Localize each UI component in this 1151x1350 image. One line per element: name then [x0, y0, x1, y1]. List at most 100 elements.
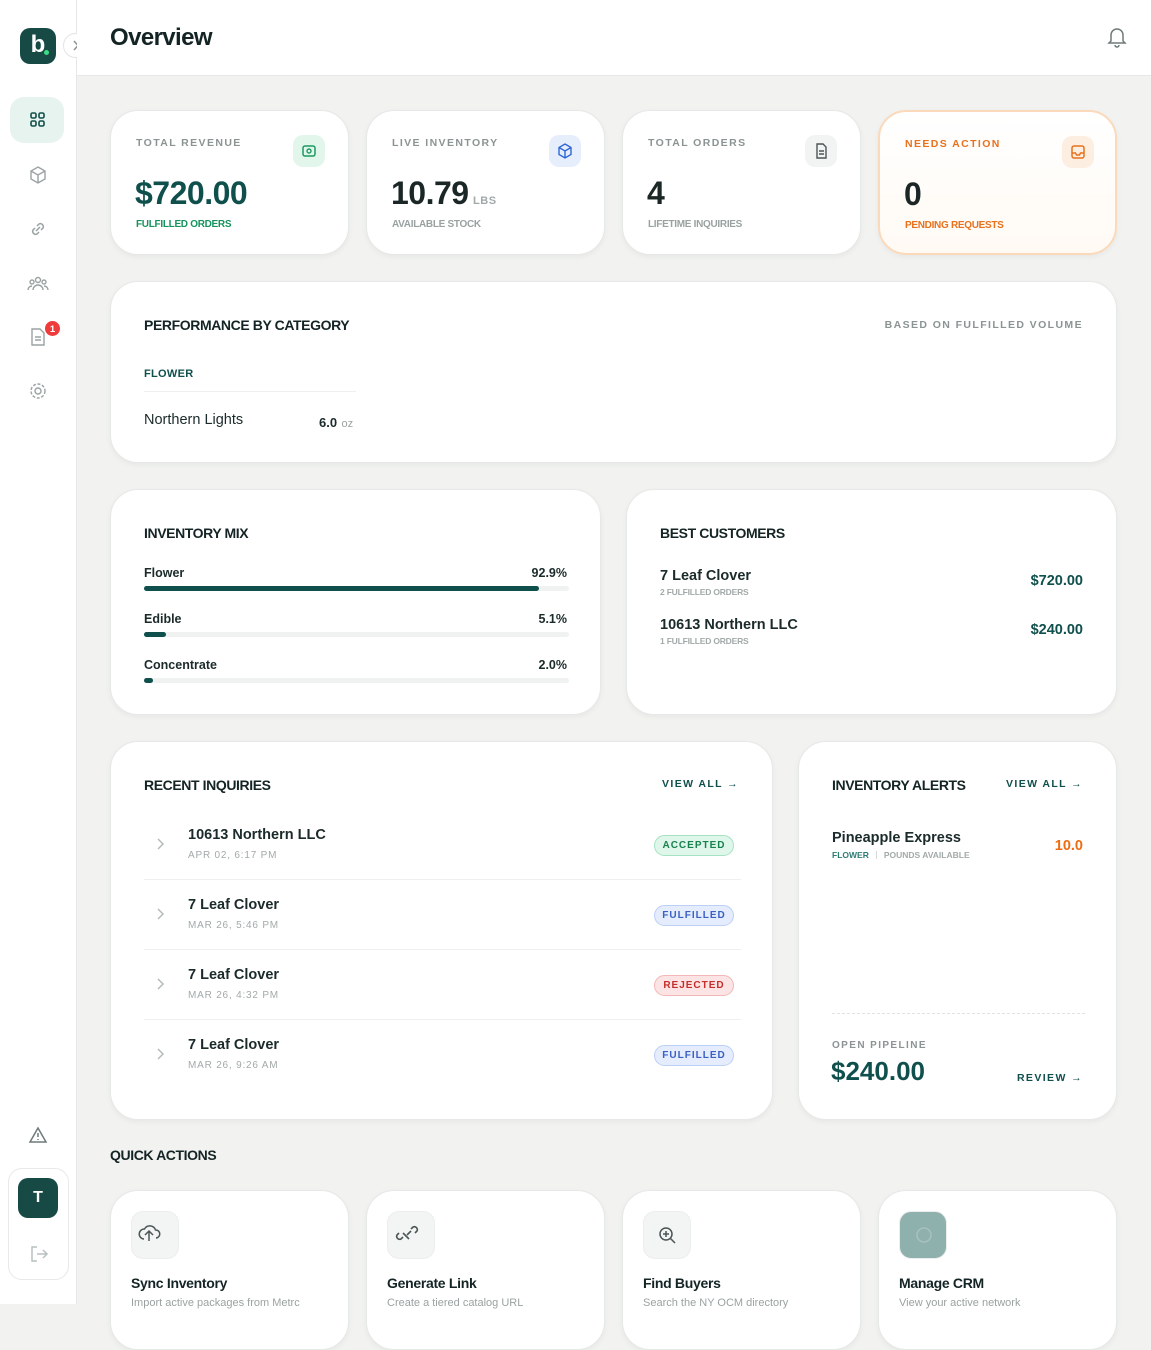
- stat-sub: PENDING REQUESTS: [905, 220, 1004, 231]
- page-title: Overview: [110, 24, 213, 51]
- stat-sub: LIFETIME INQUIRIES: [648, 219, 743, 230]
- divider: [832, 1013, 1085, 1014]
- shape: [659, 1227, 673, 1241]
- stat-value-row: 0: [904, 176, 922, 213]
- stat-label: LIVE INVENTORY: [392, 137, 499, 149]
- shape: [663, 1231, 676, 1244]
- shape: [30, 112, 37, 119]
- stat-card: NEEDS ACTION 0 PENDING REQUESTS: [878, 110, 1117, 255]
- pipeline-value: $240.00: [831, 1056, 925, 1086]
- card-title: INVENTORY ALERTS: [832, 777, 966, 793]
- shape: [157, 838, 165, 850]
- inquiry-name: 7 Leaf Clover: [188, 897, 280, 913]
- shape: [30, 383, 46, 399]
- inquiry-row[interactable]: 7 Leaf Clover MAR 26, 9:26 AM FULFILLED: [144, 1020, 741, 1090]
- nav-alerts[interactable]: [28, 1125, 48, 1145]
- icon: [157, 978, 165, 990]
- shape: [1071, 145, 1085, 159]
- icon: [131, 1211, 179, 1259]
- customer-amount: $240.00: [1030, 622, 1083, 638]
- stat-value: 4: [647, 175, 665, 211]
- alert-name: Pineapple Express: [832, 830, 961, 846]
- stat-value: $720.00: [135, 175, 248, 211]
- nav-overview[interactable]: [10, 97, 64, 143]
- mix-label: 2.0%: [538, 658, 568, 672]
- status-pill: ACCEPTED: [654, 835, 734, 856]
- inquiry-row[interactable]: 7 Leaf Clover MAR 26, 4:32 PM REJECTED: [144, 950, 741, 1020]
- best-customers-card: BEST CUSTOMERS 7 Leaf Clover 2 FULFILLED …: [626, 489, 1117, 715]
- shape: [875, 851, 877, 859]
- alert-category: FLOWER: [832, 850, 869, 860]
- nav-customers[interactable]: [27, 273, 49, 293]
- logout[interactable]: [29, 1244, 49, 1264]
- mix-name: Concentrate: [144, 658, 217, 672]
- quick-action[interactable]: Generate Link Create a tiered catalog UR…: [366, 1190, 605, 1350]
- stat-unit: LBS: [473, 195, 497, 207]
- user-panel: T: [8, 1168, 69, 1280]
- shape: [30, 120, 37, 127]
- mix-track: [144, 586, 569, 591]
- shape: [138, 1225, 161, 1241]
- mix-name: Edible: [144, 612, 182, 626]
- stat-label: TOTAL REVENUE: [136, 137, 242, 149]
- shape: [30, 383, 46, 399]
- action-desc: Search the NY OCM directory: [643, 1297, 789, 1309]
- divider: [144, 391, 356, 392]
- nav-inventory[interactable]: [28, 165, 48, 185]
- quick-action[interactable]: Find Buyers Search the NY OCM directory: [622, 1190, 861, 1350]
- stat-icon: [549, 135, 581, 167]
- view-all[interactable]: VIEW ALL →: [1006, 778, 1083, 790]
- shape: 6.0 oz: [319, 414, 353, 432]
- notifications[interactable]: [1106, 25, 1128, 49]
- avatar[interactable]: T: [18, 1178, 58, 1218]
- action-title: Manage CRM: [899, 1275, 984, 1291]
- alert-value: 10.0: [1054, 838, 1083, 854]
- stat-value-row: 10.79 LBS: [391, 175, 497, 212]
- inquiry-date: MAR 26, 4:32 PM: [188, 990, 279, 1001]
- view-all[interactable]: VIEW ALL →: [662, 778, 739, 790]
- recent-inquiries-card: RECENT INQUIRIES VIEW ALL → 10613 Northe…: [110, 741, 773, 1120]
- nav-orders[interactable]: [29, 327, 47, 347]
- inquiry-name: 10613 Northern LLC: [188, 827, 326, 843]
- inquiry-date: MAR 26, 5:46 PM: [188, 920, 279, 931]
- mix-track: [144, 632, 569, 637]
- inquiry-name: 7 Leaf Clover: [188, 1037, 280, 1053]
- mix-label: 5.1%: [538, 612, 568, 626]
- card-note: BASED ON FULFILLED VOLUME: [884, 319, 1083, 331]
- quick-action[interactable]: Sync Inventory Import active packages fr…: [110, 1190, 349, 1350]
- review-link[interactable]: REVIEW →: [1016, 1072, 1083, 1084]
- item-qty: 6.0: [319, 415, 338, 430]
- shape: [157, 978, 165, 990]
- section-title: QUICK ACTIONS: [110, 1147, 217, 1163]
- logo[interactable]: b: [20, 28, 56, 64]
- action-title: Find Buyers: [643, 1275, 721, 1291]
- stat-icon: [805, 135, 837, 167]
- inquiry-row[interactable]: 10613 Northern LLC APR 02, 6:17 PM ACCEP…: [144, 810, 741, 880]
- stat-card: TOTAL REVENUE $720.00 FULFILLED ORDERS: [110, 110, 349, 255]
- mix-bar: [144, 632, 166, 637]
- status-pill: REJECTED: [654, 975, 734, 996]
- stat-icon: [293, 135, 325, 167]
- stat-card: TOTAL ORDERS 4 LIFETIME INQUIRIES: [622, 110, 861, 255]
- shape: [157, 908, 165, 920]
- nav-settings[interactable]: [28, 381, 48, 401]
- nav-links[interactable]: [28, 219, 48, 239]
- item-unit: oz: [341, 418, 354, 430]
- shape: [31, 1246, 49, 1262]
- quick-action[interactable]: Manage CRM View your active network: [878, 1190, 1117, 1350]
- shape: [31, 222, 45, 236]
- icon: [30, 112, 45, 127]
- shape: [816, 143, 827, 159]
- shape: [41, 279, 47, 285]
- shape: [302, 145, 316, 157]
- inquiry-row[interactable]: 7 Leaf Clover MAR 26, 5:46 PM FULFILLED: [144, 880, 741, 950]
- stat-label: NEEDS ACTION: [905, 138, 1001, 150]
- customer-amount: $720.00: [1030, 573, 1083, 589]
- action-title: Generate Link: [387, 1275, 477, 1291]
- stat-sub: FULFILLED ORDERS: [136, 219, 232, 230]
- shape: [157, 1048, 165, 1060]
- shape: [29, 279, 35, 285]
- logo-dot: [44, 50, 49, 55]
- stat-card: LIVE INVENTORY 10.79 LBS AVAILABLE STOCK: [366, 110, 605, 255]
